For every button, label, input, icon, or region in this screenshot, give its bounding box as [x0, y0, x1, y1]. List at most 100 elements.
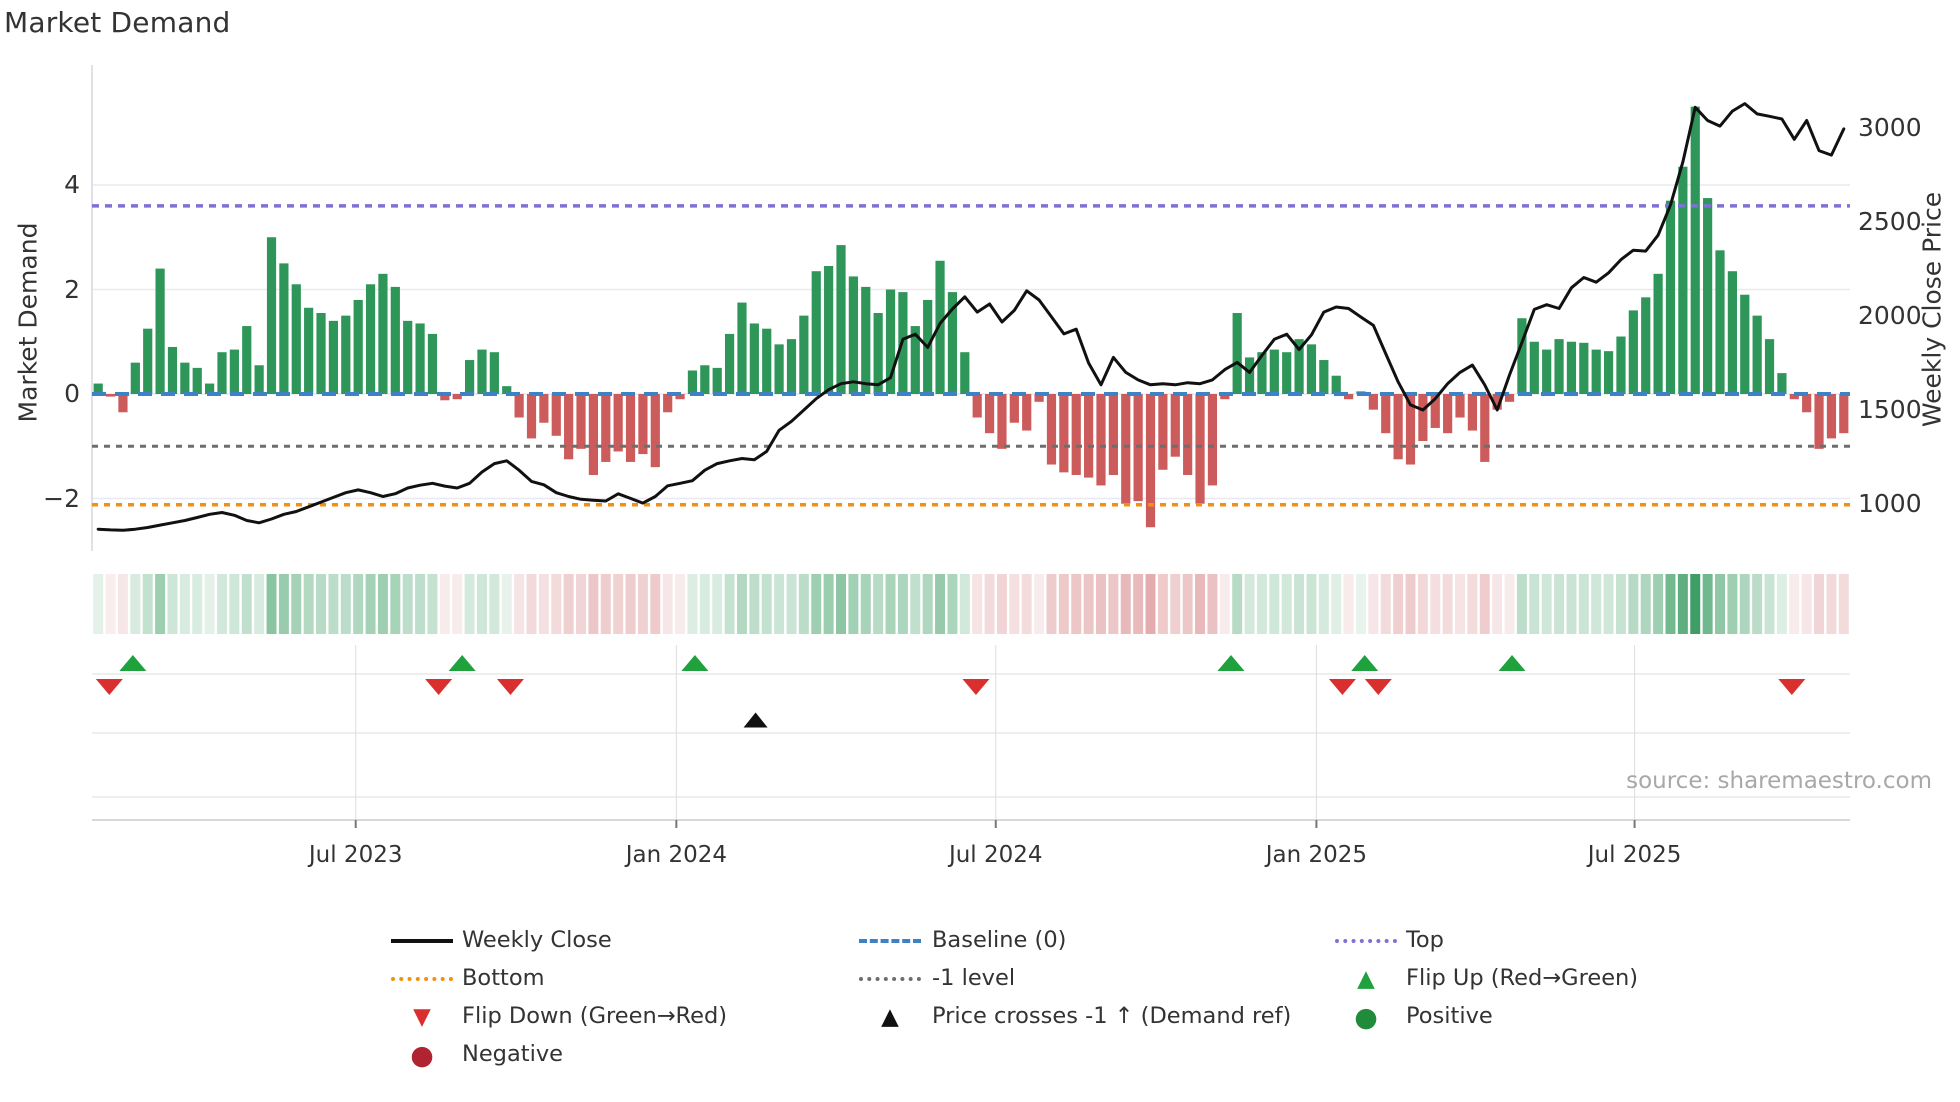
demand-bar-negative — [514, 394, 524, 418]
heatmap-cell — [254, 574, 265, 634]
heatmap-cell — [1628, 574, 1639, 634]
flip-up-marker — [1498, 655, 1526, 671]
demand-bar-positive — [1616, 336, 1626, 394]
heatmap-cell — [637, 574, 648, 634]
heatmap-cell — [1058, 574, 1069, 634]
heatmap-cell — [1702, 574, 1713, 634]
heatmap-cell — [1009, 574, 1020, 634]
demand-bar-positive — [1269, 349, 1279, 394]
demand-bar-negative — [1158, 394, 1168, 470]
flip-up-marker — [1217, 655, 1245, 671]
price-cross-marker — [743, 712, 768, 728]
heatmap-cell — [93, 574, 104, 634]
heatmap-cell — [1405, 574, 1416, 634]
demand-bar-positive — [762, 328, 772, 394]
flip-down-marker — [95, 679, 123, 695]
heatmap-cell — [1269, 574, 1280, 634]
heatmap-cell — [600, 574, 611, 634]
legend-label: Negative — [462, 1041, 563, 1067]
demand-bar-positive — [427, 333, 438, 394]
heatmap-cell — [1479, 574, 1490, 634]
heatmap-cell — [1578, 574, 1589, 634]
heatmap-cell — [1814, 574, 1825, 634]
demand-bar-positive — [1232, 313, 1242, 394]
heatmap-cell — [1120, 574, 1131, 634]
heatmap-cell — [897, 574, 908, 634]
demand-bar-positive — [205, 383, 215, 394]
heatmap-cell — [650, 574, 661, 634]
demand-bar-negative — [1368, 394, 1378, 410]
heatmap-cell — [1256, 574, 1267, 634]
heatmap-cell — [1467, 574, 1478, 634]
heatmap-cell — [712, 574, 723, 634]
demand-bar-negative — [997, 394, 1007, 449]
heatmap-cell — [179, 574, 190, 634]
heatmap-cell — [1665, 574, 1676, 634]
heatmap-cell — [1355, 574, 1366, 634]
demand-bar-negative — [576, 394, 586, 449]
right-axis-tick: 2500 — [1858, 207, 1922, 236]
heatmap-cell — [1566, 574, 1577, 634]
right-axis-tick: 2000 — [1858, 301, 1922, 330]
heatmap-cell — [229, 574, 240, 634]
heatmap-cell — [873, 574, 884, 634]
legend-label: Positive — [1406, 1003, 1493, 1029]
demand-bar-negative — [1145, 394, 1156, 528]
demand-bar-negative — [1789, 394, 1799, 400]
heatmap-cell — [365, 574, 376, 634]
demand-bar-positive — [328, 320, 339, 394]
heatmap-cell — [625, 574, 636, 634]
demand-bar-negative — [105, 394, 116, 397]
flip-down-marker — [1364, 679, 1392, 695]
legend-swatch-tri-up: ▲ — [1357, 965, 1375, 992]
heatmap-cell — [1764, 574, 1775, 634]
demand-bar-positive — [799, 315, 809, 394]
legend-label: Top — [1406, 927, 1444, 953]
demand-bar-positive — [1653, 273, 1663, 394]
demand-bar-positive — [1529, 341, 1539, 394]
demand-bar-negative — [440, 394, 450, 401]
heatmap-cell — [1801, 574, 1812, 634]
demand-bar-positive — [1282, 352, 1292, 394]
heatmap-cell — [1195, 574, 1206, 634]
heatmap-cell — [613, 574, 624, 634]
flip-up-marker — [1351, 655, 1379, 671]
heatmap-cell — [526, 574, 537, 634]
legend-swatch-circle: ● — [1354, 1001, 1378, 1033]
heatmap-cell — [501, 574, 512, 634]
demand-bar-negative — [1430, 394, 1440, 428]
demand-bar-positive — [130, 362, 140, 394]
legend-swatch-dot — [1333, 928, 1399, 954]
x-axis-tick-label: Jan 2024 — [625, 842, 727, 868]
heatmap-cell — [192, 574, 203, 634]
demand-bar-negative — [675, 394, 685, 400]
heatmap-cell — [1393, 574, 1404, 634]
demand-bar-negative — [1121, 394, 1131, 504]
left-axis-tick: −2 — [43, 483, 80, 513]
heatmap-cell — [1826, 574, 1837, 634]
heatmap-cell — [1554, 574, 1565, 634]
demand-bar-negative — [1826, 394, 1837, 439]
demand-bar-negative — [452, 394, 462, 400]
demand-bar-negative — [1170, 394, 1180, 457]
demand-bar-positive — [291, 284, 301, 394]
heatmap-cell — [1603, 574, 1614, 634]
x-axis-tick-label: Jul 2025 — [1587, 842, 1682, 868]
heatmap-cell — [415, 574, 426, 634]
demand-bar-positive — [960, 352, 970, 394]
demand-bar-positive — [1554, 339, 1564, 394]
heatmap-cell — [885, 574, 896, 634]
demand-bar-positive — [378, 273, 388, 394]
demand-bar-positive — [464, 360, 475, 394]
weekly-close-line — [96, 102, 1846, 532]
heatmap-cell — [1677, 574, 1688, 634]
legend-label: Weekly Close — [462, 927, 612, 953]
heatmap-cell — [340, 574, 351, 634]
heatmap-cell — [1170, 574, 1181, 634]
legend-swatch-dash — [857, 928, 923, 954]
heatmap-cell — [1591, 574, 1602, 634]
heatmap-cell — [328, 574, 339, 634]
heatmap-cell — [167, 574, 178, 634]
heatmap-cell — [786, 574, 797, 634]
demand-bar-positive — [316, 313, 326, 394]
